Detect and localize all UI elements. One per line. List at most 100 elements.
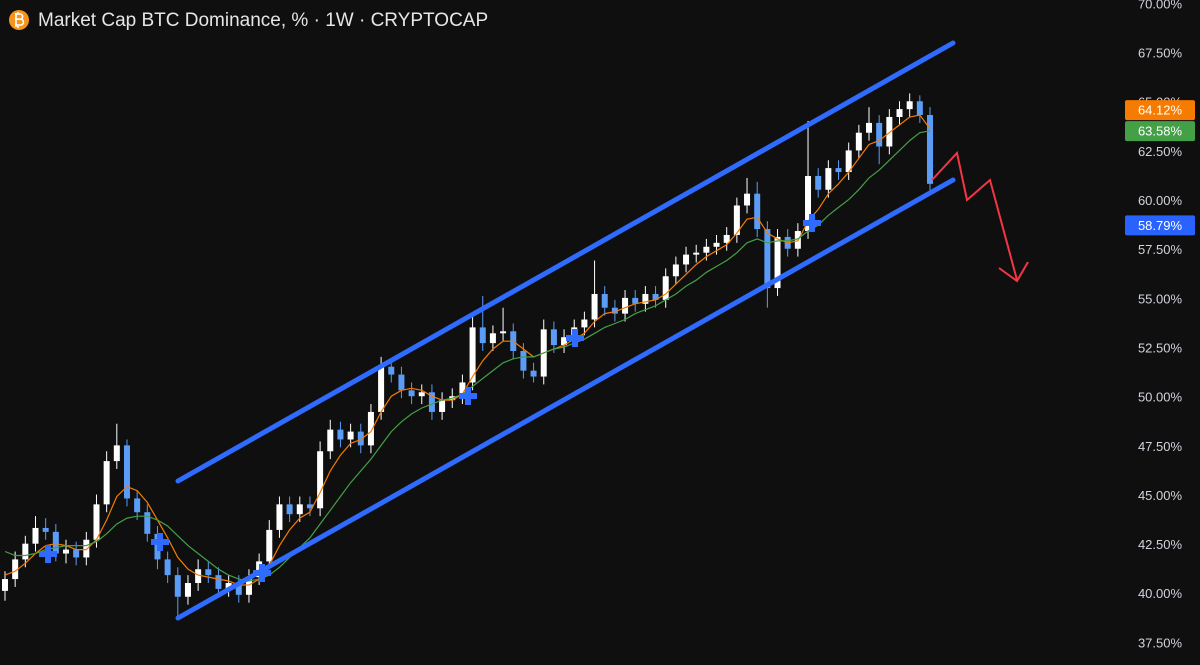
candle-body (439, 400, 446, 412)
candle-body (62, 549, 69, 554)
price-axis: 37.50% 40.00% 42.50% 45.00% 47.50% 50.00% 52.5… (1120, 0, 1195, 650)
candle-body (113, 445, 120, 462)
candle-body (378, 366, 385, 412)
candle-body (845, 150, 852, 173)
candle-body (459, 382, 466, 397)
candle-body (713, 242, 720, 247)
y-tick-label: 42.50% (1138, 537, 1183, 552)
candle-body (489, 333, 496, 344)
candle-body (601, 293, 608, 308)
candle-body (225, 583, 232, 589)
candle-body (306, 504, 313, 509)
candle-body (144, 512, 151, 534)
candle-body (276, 504, 283, 530)
candle-body (805, 175, 812, 232)
candle-body (408, 390, 415, 397)
candle-body (835, 168, 842, 173)
y-tick-label: 60.00% (1138, 193, 1183, 208)
signal-cross (151, 533, 169, 551)
channel-lower-line (175, 177, 956, 621)
candle-body (73, 549, 80, 558)
candle-body (815, 175, 822, 190)
candle-body (266, 529, 273, 562)
candle-body (906, 101, 913, 110)
candle-body (52, 531, 59, 554)
candle-body (195, 569, 202, 584)
y-tick-label: 50.00% (1138, 390, 1183, 405)
candle-body (561, 337, 568, 346)
candle-body (12, 559, 19, 580)
candle-body (876, 122, 883, 147)
price-label: 64.12% (1138, 103, 1183, 118)
candle-body (164, 559, 171, 576)
candle-body (632, 297, 639, 304)
price-label: 63.58% (1138, 124, 1183, 139)
chart-title: Market Cap BTC Dominance, % · 1W · CRYPT… (38, 10, 488, 31)
candle-body (611, 307, 618, 314)
channel-upper-line (175, 40, 956, 484)
candle-body (916, 101, 923, 116)
y-tick-label: 52.50% (1138, 340, 1183, 355)
signal-cross (803, 214, 821, 232)
candle-body (672, 264, 679, 277)
candle-body (886, 116, 893, 147)
candle-body (347, 431, 354, 440)
candle-body (2, 579, 8, 591)
candle-body (469, 327, 476, 383)
candle-body (693, 252, 700, 255)
price-label-box (1125, 215, 1195, 236)
candle-body (134, 498, 141, 513)
candle-body (703, 246, 710, 253)
y-tick-label: 62.50% (1138, 144, 1183, 159)
candle-body (866, 122, 873, 133)
candle-body (327, 429, 334, 452)
y-tick-label: 67.50% (1138, 46, 1183, 61)
candle-body (479, 327, 486, 344)
y-tick-label: 45.00% (1138, 488, 1183, 503)
candle-body (500, 331, 507, 334)
candle-body (764, 229, 771, 289)
candle-body (245, 577, 252, 595)
y-tick-label: 70.00% (1138, 0, 1183, 11)
candle-body (591, 293, 598, 320)
candle-body (398, 374, 405, 391)
candle-body (744, 193, 751, 206)
price-label-box (1125, 100, 1195, 121)
candle-body (927, 115, 933, 184)
arrow-head (998, 261, 1029, 283)
candle-body (662, 276, 669, 300)
projection-arrow (931, 150, 1018, 281)
candle-body (683, 254, 690, 265)
y-tick-label: 37.50% (1138, 635, 1183, 650)
y-tick-label: 47.50% (1138, 439, 1183, 454)
candle-body (83, 539, 90, 558)
candle-body (184, 583, 191, 597)
candle-body (652, 293, 659, 300)
candle-body (520, 350, 527, 371)
candle-body (642, 293, 649, 304)
candle-body (22, 543, 29, 560)
signal-cross (459, 387, 477, 405)
plot-area (2, 93, 933, 617)
price-label: 58.79% (1138, 218, 1183, 233)
candle-body (215, 575, 222, 589)
candle-body (622, 297, 629, 314)
price-label-box (1125, 121, 1195, 142)
candle-body (174, 575, 181, 597)
candle-body (530, 370, 537, 377)
candle-body (388, 366, 395, 375)
candle-body (357, 431, 364, 446)
candle-body (103, 461, 110, 505)
candle-body (367, 411, 374, 446)
candle-body (754, 193, 761, 230)
candle-body (774, 236, 781, 289)
candle-body (123, 445, 130, 499)
btc-icon-glyph (15, 12, 25, 28)
candle-body (825, 168, 832, 190)
candle-body (581, 319, 588, 328)
candle-body (235, 583, 242, 595)
signal-cross (566, 329, 584, 347)
